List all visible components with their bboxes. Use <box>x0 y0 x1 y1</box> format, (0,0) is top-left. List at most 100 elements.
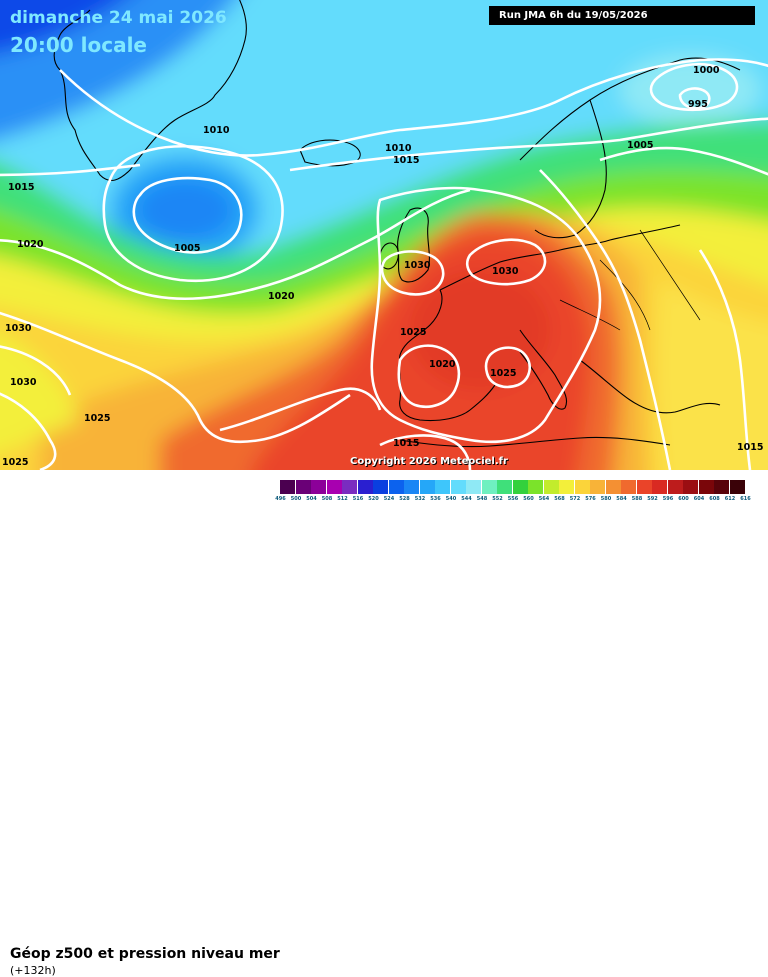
isobar-1030-britain <box>380 250 445 296</box>
isobar-1030-north-sea <box>465 238 547 286</box>
isobar-label-1015-west: 1015 <box>8 182 34 193</box>
scale-swatch <box>357 480 373 494</box>
scale-tick-label: 612 <box>724 496 736 502</box>
scale-tick-label: 556 <box>507 496 519 502</box>
isobar-1000-scandi <box>649 62 739 112</box>
scale-swatch <box>466 480 481 494</box>
scale-tick-label: 508 <box>321 496 333 502</box>
isobar-label-1010-west: 1010 <box>203 125 230 136</box>
scale-tick-label: 544 <box>461 496 472 502</box>
europe-west-coast <box>398 289 496 422</box>
legend-title: Géop z500 et pression niveau mer <box>10 946 280 962</box>
scale-swatch <box>559 480 574 494</box>
isobars <box>0 58 768 470</box>
greenland-coast <box>59 0 247 181</box>
scale-swatch <box>311 480 326 494</box>
isobar-1025-atlantic <box>0 311 351 444</box>
copyright-notice: Copyright 2026 Meteociel.fr <box>350 456 508 467</box>
italy-coast <box>519 329 568 410</box>
isobar-label-1020-atlantic: 1020 <box>268 291 295 302</box>
east-europe-borders <box>559 229 701 331</box>
field-low-nw <box>0 0 235 139</box>
scale-swatch <box>528 480 543 494</box>
isobar-1025-europe <box>370 186 602 444</box>
legend-subtitle: (+132h) <box>10 964 56 977</box>
model-run-label: Run JMA 6h du 19/05/2026 <box>499 10 648 21</box>
isobar-1015-south <box>379 434 472 470</box>
scale-tick-label: 500 <box>290 496 302 502</box>
isobar-label-1020-iberia: 1020 <box>429 359 456 370</box>
scale-tick-label: 588 <box>631 496 643 502</box>
field-iceland-core <box>135 178 235 242</box>
isobar-label-1010-north: 1010 <box>385 143 412 154</box>
isobar-1005-scandi <box>599 146 768 176</box>
isobar-label-1015-south: 1015 <box>393 438 419 449</box>
scale-swatch <box>605 480 621 494</box>
isobar-1010-north <box>59 58 768 157</box>
scale-tick-label: 540 <box>445 496 457 502</box>
isobar-labels: 1000 995 1005 1010 1010 1015 1015 1005 1… <box>2 65 763 468</box>
scale-tick-label: 568 <box>554 496 565 502</box>
scale-swatch <box>404 480 419 494</box>
scale-tick-label: 528 <box>399 496 410 502</box>
scale-swatch <box>621 480 636 494</box>
scale-swatch <box>280 480 295 494</box>
scale-tick-label: 596 <box>662 496 674 502</box>
scale-swatch <box>574 480 590 494</box>
scale-swatch <box>388 480 404 494</box>
scale-swatch <box>481 480 497 494</box>
scale-swatch <box>543 480 559 494</box>
scale-swatch <box>419 480 435 494</box>
balkan-coast <box>579 359 721 414</box>
scale-tick-label: 564 <box>538 496 550 502</box>
europe-north-coast <box>439 224 681 291</box>
britain-coast <box>397 207 430 283</box>
scale-tick-label: 616 <box>740 496 751 502</box>
model-run-badge: Run JMA 6h du 19/05/2026 <box>489 6 755 25</box>
scale-swatch <box>450 480 466 494</box>
isobar-1020-iberia <box>397 344 461 409</box>
scale-tick-label: 516 <box>352 496 364 502</box>
isobar-label-1030-britain: 1030 <box>404 260 431 271</box>
scale-tick-label: 548 <box>476 496 488 502</box>
isobar-995-scandi <box>678 87 711 110</box>
isobar-1015-se <box>698 249 752 470</box>
isobar-label-1020-west: 1020 <box>17 239 44 250</box>
scale-tick-label: 600 <box>678 496 689 502</box>
scale-swatch <box>683 480 698 494</box>
isobar-label-1015-se: 1015 <box>737 442 763 453</box>
isobar-1010-iceland <box>102 144 284 283</box>
isobar-1020-sw <box>0 392 57 470</box>
forecast-date: dimanche 24 mai 2026 <box>10 8 227 28</box>
scale-tick-label: 592 <box>647 496 658 502</box>
isobar-label-1025-atlantic: 1025 <box>84 413 110 424</box>
scale-swatch <box>729 480 745 494</box>
scale-tick-label: 520 <box>368 496 379 502</box>
greenland-inner <box>53 9 91 71</box>
scale-swatch <box>590 480 605 494</box>
scale-tick-label: 524 <box>383 496 395 502</box>
field-red-core <box>410 270 550 390</box>
isobar-label-1025-europe: 1025 <box>400 327 426 338</box>
isobar-label-1005-scandi: 1005 <box>627 140 653 151</box>
isobar-label-1030-west-1: 1030 <box>5 323 32 334</box>
isobar-1025-med <box>484 346 532 389</box>
scale-swatch <box>326 480 342 494</box>
scale-swatch <box>636 480 652 494</box>
forecast-time: 20:00 locale <box>10 33 147 57</box>
scale-swatch <box>497 480 512 494</box>
scale-swatch <box>512 480 528 494</box>
scale-tick-label: 552 <box>492 496 503 502</box>
isobar-1015-north <box>0 117 768 177</box>
isobar-label-1030-north-sea: 1030 <box>492 266 519 277</box>
scale-tick-label: 504 <box>306 496 317 502</box>
scale-tick-label: 536 <box>430 496 441 502</box>
scale-tick-label: 584 <box>616 496 627 502</box>
isobar-label-1015-north: 1015 <box>393 155 419 166</box>
isobar-1030-west <box>0 345 72 396</box>
field-sw-yellow <box>0 332 80 454</box>
isobar-1005-iceland <box>132 176 243 254</box>
scale-swatch <box>652 480 667 494</box>
scale-tick-label: 512 <box>337 496 348 502</box>
